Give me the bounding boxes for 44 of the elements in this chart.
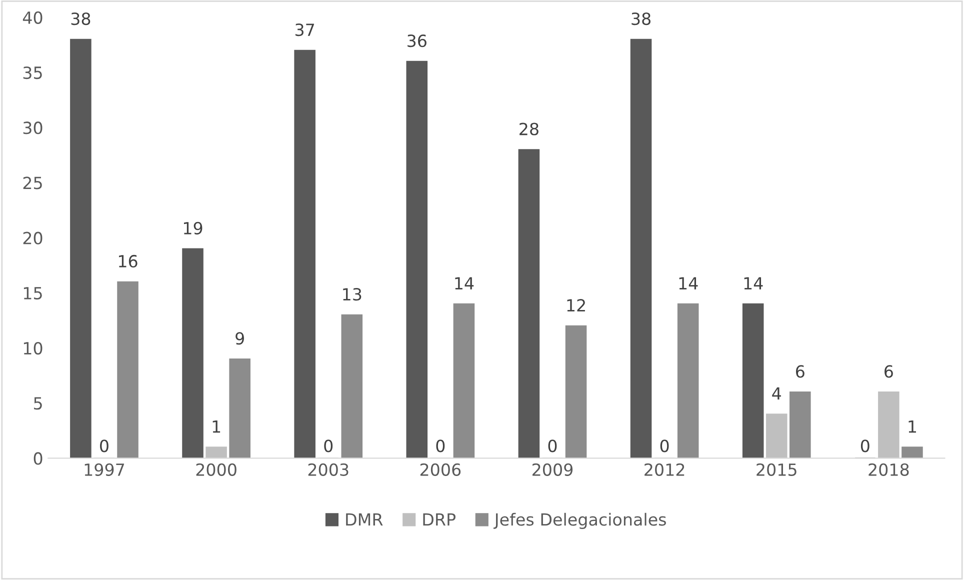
y-tick-label: 20 — [23, 232, 42, 244]
data-label: 14 — [744, 277, 763, 290]
x-tick-label: 2012 — [644, 463, 684, 476]
y-tick-label: 15 — [24, 287, 42, 300]
data-label: 4 — [772, 387, 781, 400]
data-label: 28 — [520, 122, 538, 136]
data-label: 9 — [236, 332, 244, 345]
y-tick-label: 0 — [34, 452, 42, 465]
data-label: 16 — [118, 254, 138, 268]
data-label: 6 — [796, 365, 804, 378]
x-tick-label: 2006 — [420, 463, 461, 476]
data-label: 38 — [632, 12, 650, 26]
x-tick-label: 2015 — [756, 463, 796, 476]
y-tick-label: 5 — [34, 397, 42, 410]
data-label: 14 — [679, 277, 698, 290]
data-label: 13 — [343, 288, 362, 301]
y-tick-label: 35 — [23, 66, 42, 80]
data-label: 0 — [548, 440, 557, 452]
data-label: 38 — [71, 12, 90, 26]
x-tick-label: 2018 — [868, 463, 909, 476]
data-label: 14 — [455, 277, 474, 290]
legend-label: DRP — [423, 513, 456, 526]
y-tick-label: 30 — [23, 122, 42, 134]
data-label: 19 — [184, 222, 202, 234]
data-label: 6 — [884, 365, 893, 378]
x-tick-label: 2000 — [196, 463, 236, 476]
y-tick-label: 10 — [24, 342, 42, 355]
data-label: 0 — [324, 440, 333, 452]
data-label: 1 — [212, 420, 220, 433]
legend-label: DMR — [346, 513, 383, 526]
x-tick-label: 2009 — [532, 463, 573, 476]
data-label: 12 — [567, 299, 585, 312]
y-tick-label: 40 — [22, 11, 42, 24]
y-tick-label: 25 — [23, 176, 42, 190]
data-label: 0 — [436, 440, 445, 452]
x-tick-label: 1997 — [84, 463, 124, 476]
data-label: 37 — [295, 24, 314, 36]
data-label: 0 — [660, 440, 669, 452]
x-tick-label: 2003 — [308, 463, 348, 476]
data-label: 0 — [860, 440, 870, 452]
data-label: 36 — [408, 34, 426, 48]
data-label: 1 — [908, 420, 916, 433]
legend-label: Jefes Delegacionales — [494, 512, 666, 529]
data-label: 0 — [100, 440, 108, 452]
